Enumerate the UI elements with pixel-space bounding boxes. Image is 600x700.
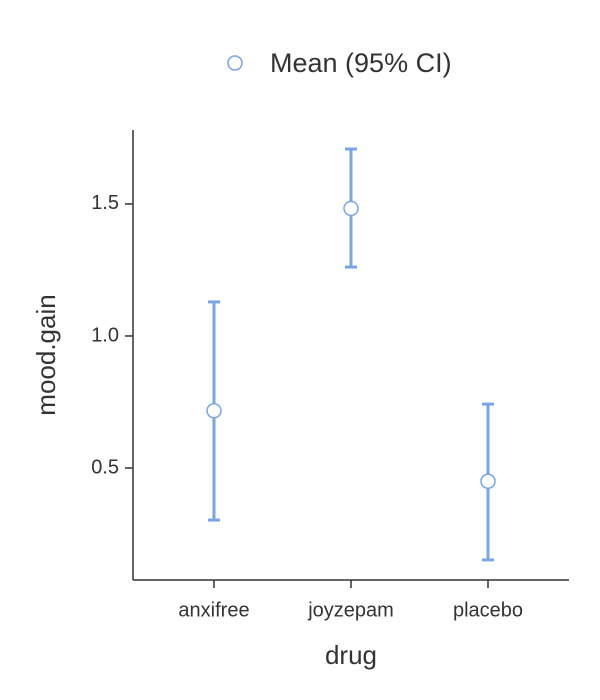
y-tick-label: 1.5: [91, 192, 119, 214]
y-tick-label: 1.0: [91, 324, 119, 346]
mean-point: [206, 402, 222, 419]
x-tick-label: joyzepam: [307, 599, 394, 621]
mean-point: [343, 200, 359, 217]
x-axis-label: drug: [325, 640, 377, 670]
y-tick-label: 0.5: [91, 456, 119, 478]
legend-marker: [227, 55, 243, 71]
y-axis-label: mood.gain: [31, 294, 61, 415]
mean-point: [480, 473, 496, 489]
legend-label: Mean (95% CI): [270, 48, 452, 78]
x-tick-label: placebo: [453, 599, 523, 621]
x-tick-label: anxifree: [178, 599, 249, 621]
